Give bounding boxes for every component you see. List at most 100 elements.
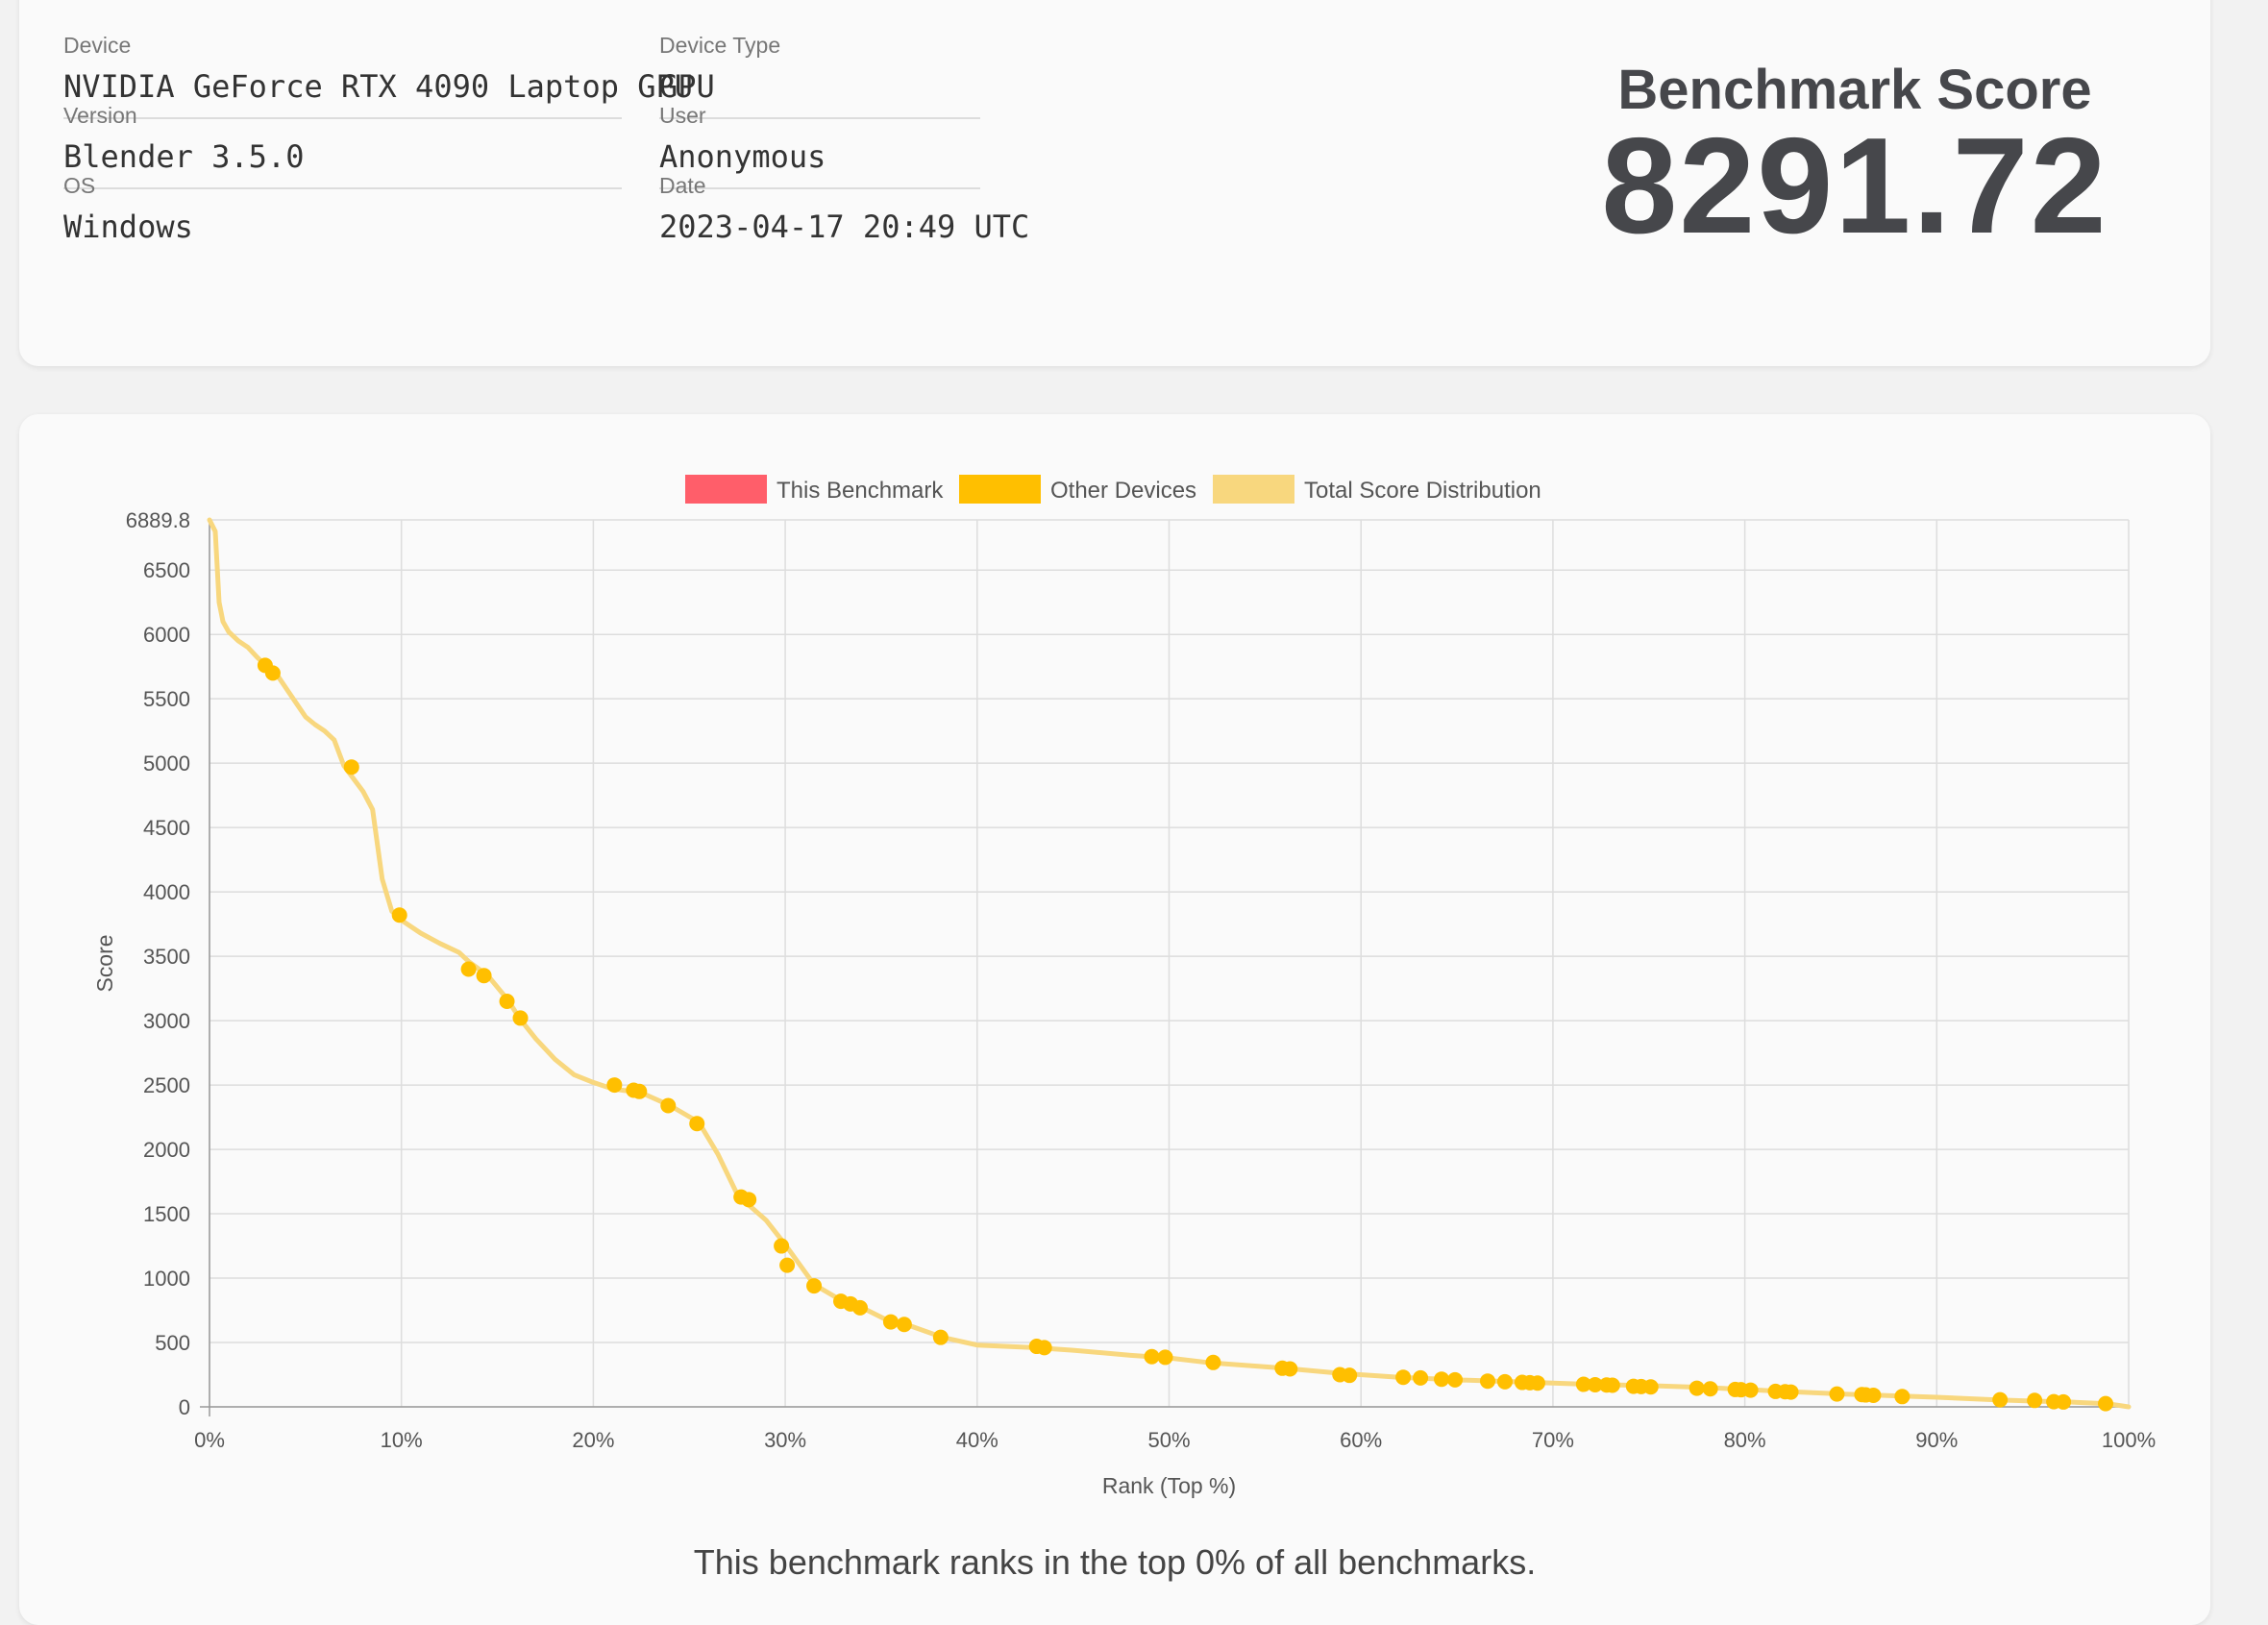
- other-device-point: [2027, 1392, 2043, 1409]
- os-value: Windows: [63, 209, 193, 245]
- x-tick-label: 90%: [1915, 1428, 1958, 1452]
- other-device-point: [1413, 1369, 1429, 1386]
- y-tick-label: 1500: [143, 1202, 190, 1226]
- y-tick-label: 1000: [143, 1267, 190, 1291]
- other-device-point: [1992, 1391, 2009, 1408]
- x-tick-label: 0%: [194, 1428, 225, 1452]
- other-device-point: [2056, 1393, 2072, 1410]
- x-axis-title: Rank (Top %): [1102, 1473, 1236, 1498]
- os-field: OS Windows: [63, 171, 622, 246]
- os-label: OS: [63, 173, 96, 198]
- x-tick-label: 100%: [2102, 1428, 2156, 1452]
- x-tick-label: 20%: [572, 1428, 614, 1452]
- other-device-point: [806, 1278, 823, 1294]
- other-device-point: [1036, 1340, 1052, 1356]
- version-field: Version Blender 3.5.0: [63, 101, 622, 189]
- divider: [659, 187, 980, 189]
- y-tick-label: 500: [155, 1331, 190, 1355]
- y-tick-label: 2500: [143, 1073, 190, 1097]
- x-tick-label: 40%: [956, 1428, 998, 1452]
- rank-summary: This benchmark ranks in the top 0% of al…: [693, 1542, 1537, 1582]
- divider: [659, 117, 980, 119]
- legend-swatch: [685, 475, 767, 504]
- other-device-point: [1496, 1373, 1513, 1390]
- device-info-card: Device NVIDIA GeForce RTX 4090 Laptop GP…: [19, 0, 2210, 366]
- device-type-label: Device Type: [659, 33, 781, 58]
- y-axis-title: Score: [92, 934, 117, 992]
- other-device-point: [1447, 1371, 1464, 1388]
- divider: [63, 117, 622, 119]
- other-device-point: [1395, 1369, 1412, 1386]
- other-device-point: [1865, 1387, 1882, 1403]
- x-tick-label: 60%: [1340, 1428, 1382, 1452]
- other-device-point: [851, 1299, 868, 1316]
- other-device-point: [774, 1238, 790, 1254]
- other-device-point: [264, 665, 281, 681]
- legend-swatch: [959, 475, 1041, 504]
- legend-swatch: [1213, 475, 1294, 504]
- other-device-point: [660, 1097, 677, 1114]
- y-tick-label: 4000: [143, 880, 190, 904]
- y-tick-label: 5500: [143, 687, 190, 711]
- other-device-point: [512, 1010, 529, 1026]
- other-device-point: [1783, 1384, 1799, 1400]
- other-device-point: [1434, 1371, 1450, 1388]
- other-device-point: [1604, 1377, 1620, 1393]
- x-tick-label: 70%: [1532, 1428, 1574, 1452]
- other-device-point: [779, 1257, 796, 1273]
- user-field: User Anonymous: [659, 101, 980, 189]
- other-device-point: [1742, 1382, 1759, 1398]
- other-device-point: [882, 1314, 899, 1330]
- other-device-point: [343, 759, 359, 776]
- x-tick-label: 80%: [1724, 1428, 1766, 1452]
- version-label: Version: [63, 103, 137, 128]
- other-device-point: [476, 968, 492, 984]
- y-tick-label: 4500: [143, 816, 190, 840]
- date-label: Date: [659, 173, 706, 198]
- device-value: NVIDIA GeForce RTX 4090 Laptop GPU: [63, 68, 694, 105]
- other-device-point: [1205, 1354, 1221, 1370]
- y-tick-label: 6000: [143, 623, 190, 647]
- legend-label: Total Score Distribution: [1304, 478, 1541, 504]
- y-tick-label: 0: [179, 1395, 190, 1419]
- device-type-field: Device Type GPU: [659, 31, 980, 119]
- user-label: User: [659, 103, 706, 128]
- other-device-point: [1575, 1376, 1591, 1392]
- other-device-point: [932, 1329, 949, 1345]
- other-device-point: [606, 1077, 623, 1094]
- other-device-point: [631, 1083, 648, 1099]
- x-tick-label: 30%: [764, 1428, 806, 1452]
- other-device-point: [391, 907, 407, 923]
- y-tick-label: 6889.8: [126, 508, 190, 532]
- chart-card: 0% 10% 20% 30% 40% 50% 60% 70% 80% 90% 100% 0 500 100…: [19, 414, 2210, 1625]
- other-device-point: [1282, 1361, 1298, 1377]
- other-device-point: [741, 1192, 757, 1208]
- other-device-point: [1529, 1375, 1545, 1391]
- legend-label: This Benchmark: [777, 478, 944, 504]
- y-tick-label: 5000: [143, 751, 190, 776]
- date-value: 2023-04-17 20:49 UTC: [659, 209, 1030, 245]
- other-device-point: [1342, 1367, 1358, 1384]
- other-device-point: [1642, 1379, 1659, 1395]
- other-device-point: [499, 994, 515, 1010]
- x-tick-label: 50%: [1147, 1428, 1190, 1452]
- device-field: Device NVIDIA GeForce RTX 4090 Laptop GP…: [63, 31, 694, 119]
- other-device-point: [1480, 1373, 1496, 1390]
- y-tick-label: 3000: [143, 1009, 190, 1033]
- device-type-value: GPU: [659, 68, 715, 105]
- y-tick-label: 3500: [143, 945, 190, 969]
- score-distribution-chart: 0% 10% 20% 30% 40% 50% 60% 70% 80% 90% 100% 0 500 100…: [92, 475, 2156, 1498]
- other-device-point: [896, 1317, 912, 1333]
- other-device-point: [1587, 1376, 1603, 1392]
- benchmark-score-value: 8291.72: [1601, 110, 2108, 262]
- other-device-point: [460, 961, 477, 977]
- date-field: Date 2023-04-17 20:49 UTC: [659, 171, 1030, 246]
- other-device-point: [1894, 1389, 1911, 1405]
- legend-label: Other Devices: [1050, 478, 1196, 504]
- other-device-point: [1702, 1381, 1718, 1397]
- device-label: Device: [63, 33, 132, 58]
- other-device-point: [1829, 1386, 1845, 1402]
- x-tick-label: 10%: [381, 1428, 423, 1452]
- other-device-point: [1157, 1349, 1173, 1366]
- other-device-point: [1144, 1348, 1160, 1365]
